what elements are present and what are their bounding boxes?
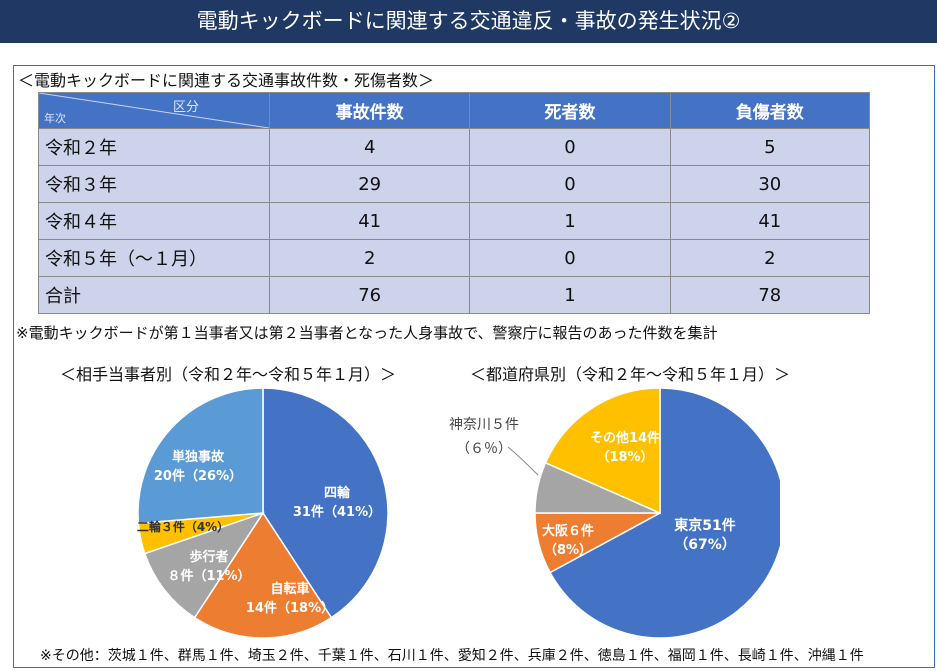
pie-label-大阪: （8%） [544,542,592,558]
column-header-accidents: 事故件数 [268,92,471,129]
pie-label-その他: その他14件 [590,430,660,446]
cell-injured: 2 [669,239,871,277]
pie-label-単独事故: 20件（26%） [154,468,242,484]
table-corner-cell: 区分 年次 [38,92,270,129]
pie-slice-自転車 [193,511,333,639]
cell-injured: 30 [669,165,871,203]
cell-accidents: 41 [268,202,471,240]
pie-slice-その他 [544,387,661,515]
cell-deaths: 1 [469,202,671,240]
pie-label-自転車: 自転車 [270,581,309,597]
table-row: 令和５年（～１月） 2 0 2 [38,239,871,277]
table-header-row: 区分 年次 事故件数 死者数 負傷者数 [38,92,871,129]
right-chart-title: ＜都道府県別（令和２年～令和５年１月）＞ [470,365,791,384]
pie-label-大阪: 大阪６件 [542,523,594,539]
pie-label-歩行者: ８件（11%） [167,568,250,584]
cell-accidents: 2 [268,239,471,277]
pie-slice-歩行者 [143,511,265,619]
content-frame [13,65,935,668]
cell-deaths: 0 [469,128,671,166]
table-row: 令和３年 29 0 30 [38,165,871,203]
left-chart-title: ＜相手当事者別（令和２年～令和５年１月）＞ [60,365,397,384]
row-label: 令和４年 [38,202,270,240]
row-label: 令和３年 [38,165,270,203]
cell-deaths: 1 [469,276,671,314]
table-section-title: ＜電動キックボードに関連する交通事故件数・死傷者数＞ [18,71,435,90]
page-title: 電動キックボードに関連する交通違反・事故の発生状況② [196,9,741,33]
pie-slice-東京 [549,387,780,639]
pie-chart-prefecture: 東京51件 （67%） 大阪６件 （8%） その他14件 （18%） 神奈川５件 （６％） [449,387,780,639]
accident-table: 区分 年次 事故件数 死者数 負傷者数 令和２年 4 0 5 令和３年 29 0… [38,92,871,314]
pie-label-四輪: 四輪 [324,485,351,501]
pie-slice-単独事故 [137,387,264,525]
pie-label-東京: （67%） [674,537,736,553]
corner-diagonal [39,93,269,128]
cell-accidents: 29 [268,165,471,203]
page-header: 電動キックボードに関連する交通違反・事故の発生状況② [0,0,937,43]
pie-label-神奈川: 神奈川５件 [449,417,519,433]
pie-chart-counterparty: 四輪 31件（41%） 自転車 14件（18%） 歩行者 ８件（11%） 二輪３件（4%） 単… [137,387,389,639]
pie-label-神奈川: （６％） [456,441,512,457]
corner-label-year: 年次 [44,112,66,125]
pie-label-歩行者: 歩行者 [189,549,228,565]
pie-label-自転車: 14件（18%） [246,600,334,616]
row-label: 合計 [38,276,270,314]
column-header-deaths: 死者数 [469,92,671,129]
cell-deaths: 0 [469,165,671,203]
cell-deaths: 0 [469,239,671,277]
cell-accidents: 4 [268,128,471,166]
column-header-injured: 負傷者数 [669,92,871,129]
pie-label-東京: 東京51件 [674,517,735,534]
pie-label-四輪: 31件（41%） [293,504,381,520]
table-row: 令和２年 4 0 5 [38,128,871,166]
corner-label-category: 区分 [172,100,199,115]
cell-accidents: 76 [268,276,471,314]
cell-injured: 78 [669,276,871,314]
table-row: 令和４年 41 1 41 [38,202,871,240]
pie-label-二輪: 二輪３件（4%） [137,519,229,534]
row-label: 令和５年（～１月） [38,239,270,277]
footer-note: ※その他：茨城１件、群馬１件、埼玉２件、千葉１件、石川１件、愛知２件、兵庫２件、… [40,648,864,664]
cell-injured: 41 [669,202,871,240]
table-row-total: 合計 76 1 78 [38,276,871,314]
cell-injured: 5 [669,128,871,166]
pie-label-その他: （18%） [596,449,653,465]
callout-line [507,446,539,476]
row-label: 令和２年 [38,128,270,166]
table-note: ※電動キックボードが第１当事者又は第２当事者となった人身事故で、警察庁に報告のあ… [16,324,718,342]
pie-label-単独事故: 単独事故 [172,449,225,465]
